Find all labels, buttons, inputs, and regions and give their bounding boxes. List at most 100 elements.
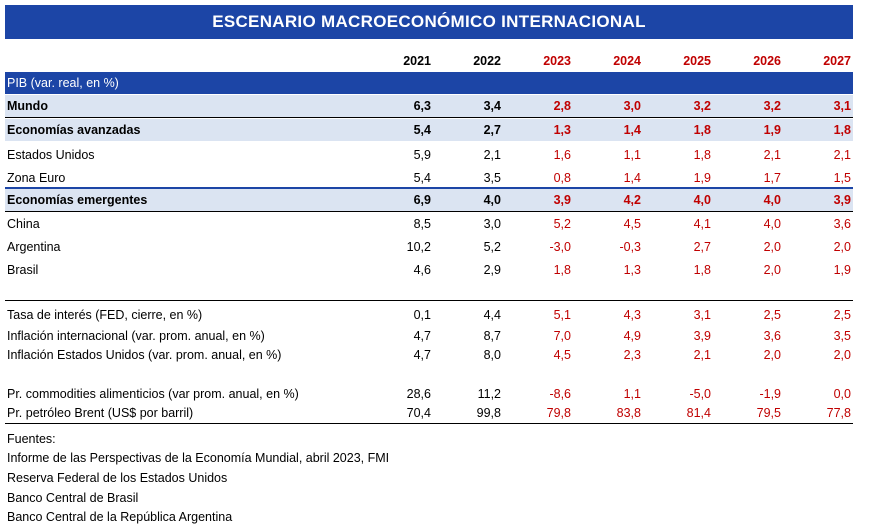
- divider: [5, 117, 853, 118]
- year-2023: 2023: [543, 54, 571, 68]
- cell: 8,7: [483, 329, 501, 343]
- cell: 2,1: [763, 148, 781, 162]
- cell: 99,8: [476, 406, 501, 420]
- cell: 2,0: [763, 263, 781, 277]
- cell: 11,2: [477, 387, 501, 401]
- cell: -0,3: [619, 240, 641, 254]
- cell: 1,5: [833, 171, 851, 185]
- cell: 2,5: [833, 308, 851, 322]
- row-label: Inflación internacional (var. prom. anua…: [7, 329, 265, 343]
- row-label: China: [7, 217, 40, 231]
- divider: [5, 423, 853, 424]
- cell: 81,4: [686, 406, 711, 420]
- pib-section-label: PIB (var. real, en %): [7, 76, 119, 90]
- divider: [5, 211, 853, 212]
- cell: 10,2: [406, 240, 431, 254]
- year-2026: 2026: [753, 54, 781, 68]
- row-label: Pr. petróleo Brent (US$ por barril): [7, 406, 194, 420]
- cell: -5,0: [689, 387, 711, 401]
- row-label: Brasil: [7, 263, 39, 277]
- cell: 1,8: [833, 123, 851, 137]
- cell: 4,0: [763, 193, 781, 207]
- cell: 4,5: [553, 348, 571, 362]
- cell: 1,9: [763, 123, 781, 137]
- pib-section-header: PIB (var. real, en %): [5, 72, 853, 94]
- cell: -8,6: [549, 387, 571, 401]
- cell: 2,0: [833, 240, 851, 254]
- cell: 1,4: [623, 171, 641, 185]
- year-2024: 2024: [613, 54, 641, 68]
- cell: 4,3: [623, 308, 641, 322]
- cell: 1,1: [623, 148, 641, 162]
- row-label: Tasa de interés (FED, cierre, en %): [7, 308, 203, 322]
- cell: 3,2: [763, 99, 781, 113]
- table-row-commodities: Pr. commodities alimenticios (var prom. …: [5, 384, 853, 404]
- row-label: Mundo: [7, 99, 48, 113]
- cell: 2,1: [483, 148, 501, 162]
- cell: 3,4: [483, 99, 501, 113]
- year-2021: 2021: [403, 54, 431, 68]
- cell: 1,8: [553, 263, 571, 277]
- cell: 0,1: [413, 308, 431, 322]
- table-row-inflacion-estados-unidos: Inflación Estados Unidos (var. prom. anu…: [5, 345, 853, 365]
- cell: 3,9: [553, 193, 571, 207]
- cell: 2,0: [763, 348, 781, 362]
- cell: 4,1: [693, 217, 711, 231]
- cell: 79,5: [756, 406, 781, 420]
- cell: 5,2: [553, 217, 571, 231]
- cell: 4,9: [623, 329, 641, 343]
- year-header-row: 2021 2022 2023 2024 2025 2026 2027: [5, 52, 853, 70]
- cell: -3,0: [549, 240, 571, 254]
- table-row-economias-avanzadas: Economías avanzadas 5,4 2,7 1,3 1,4 1,8 …: [5, 119, 853, 141]
- cell: 28,6: [406, 387, 431, 401]
- cell: 2,7: [483, 123, 501, 137]
- row-label: Zona Euro: [7, 171, 66, 185]
- source-item: Informe de las Perspectivas de la Econom…: [7, 451, 390, 465]
- cell: 1,7: [763, 171, 781, 185]
- cell: 4,7: [413, 348, 431, 362]
- divider: [5, 187, 853, 189]
- year-2022: 2022: [473, 54, 501, 68]
- cell: 3,9: [693, 329, 711, 343]
- cell: 5,9: [413, 148, 431, 162]
- cell: 3,0: [483, 217, 501, 231]
- cell: 4,0: [763, 217, 781, 231]
- cell: 2,7: [693, 240, 711, 254]
- cell: 1,8: [693, 123, 711, 137]
- cell: 1,9: [833, 263, 851, 277]
- cell: 2,9: [483, 263, 501, 277]
- cell: 2,1: [833, 148, 851, 162]
- table-row-estados-unidos: Estados Unidos 5,9 2,1 1,6 1,1 1,8 2,1 2…: [5, 145, 853, 165]
- cell: 7,0: [553, 329, 571, 343]
- source-item: Banco Central de Brasil: [7, 491, 139, 505]
- cell: 83,8: [616, 406, 641, 420]
- cell: -1,9: [759, 387, 781, 401]
- row-label: Pr. commodities alimenticios (var prom. …: [7, 387, 299, 401]
- row-label: Economías avanzadas: [7, 123, 141, 137]
- cell: 4,0: [483, 193, 501, 207]
- cell: 6,9: [413, 193, 431, 207]
- cell: 5,2: [483, 240, 501, 254]
- sources-label: Fuentes:: [7, 432, 56, 446]
- table-row-mundo: Mundo 6,3 3,4 2,8 3,0 3,2 3,2 3,1: [5, 95, 853, 117]
- cell: 0,8: [553, 171, 571, 185]
- table-row-inflacion-internacional: Inflación internacional (var. prom. anua…: [5, 326, 853, 346]
- cell: 8,0: [483, 348, 501, 362]
- cell: 1,3: [623, 263, 641, 277]
- cell: 2,3: [623, 348, 641, 362]
- cell: 70,4: [406, 406, 431, 420]
- row-label: Economías emergentes: [7, 193, 148, 207]
- cell: 5,4: [413, 123, 431, 137]
- table-row-argentina: Argentina 10,2 5,2 -3,0 -0,3 2,7 2,0 2,0: [5, 237, 853, 257]
- cell: 3,0: [623, 99, 641, 113]
- cell: 6,3: [413, 99, 431, 113]
- table-row-brasil: Brasil 4,6 2,9 1,8 1,3 1,8 2,0 1,9: [5, 260, 853, 280]
- source-item: Reserva Federal de los Estados Unidos: [7, 471, 228, 485]
- source-item: Banco Central de la República Argentina: [7, 510, 233, 524]
- cell: 3,1: [693, 308, 711, 322]
- row-label: Inflación Estados Unidos (var. prom. anu…: [7, 348, 282, 362]
- cell: 3,1: [833, 99, 851, 113]
- cell: 2,1: [693, 348, 711, 362]
- cell: 2,0: [833, 348, 851, 362]
- table-row-petroleo-brent: Pr. petróleo Brent (US$ por barril) 70,4…: [5, 403, 853, 423]
